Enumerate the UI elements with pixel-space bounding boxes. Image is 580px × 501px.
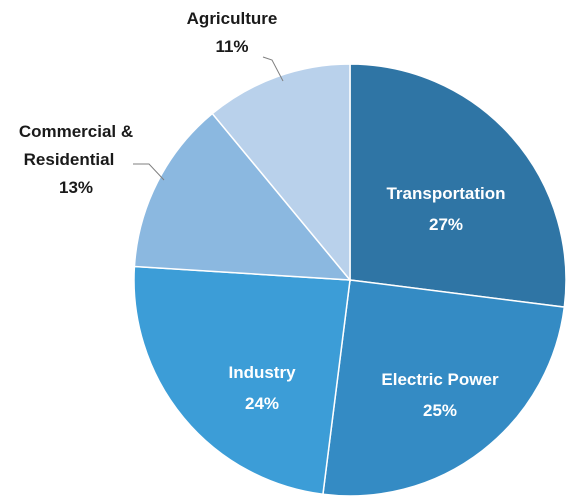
- pie-slice-transportation: [349, 63, 567, 308]
- leader-lines: [133, 56, 284, 181]
- pie-slice-commercial-residential: [133, 112, 352, 281]
- slice-labels: Transportation 27% Electric Power 25% In…: [19, 9, 506, 420]
- slice-value-industry: 24%: [245, 394, 279, 413]
- slice-value-commercial-residential: 13%: [59, 178, 93, 197]
- pie-slice-electric-power: [322, 279, 566, 497]
- slice-value-electric-power: 25%: [423, 401, 457, 420]
- leader-line-commercial-residential: [133, 163, 165, 181]
- pie-slice-agriculture: [211, 63, 351, 283]
- slice-value-transportation: 27%: [429, 215, 463, 234]
- leader-line-agriculture: [262, 56, 284, 82]
- slice-label-commercial-residential-line2: Residential: [24, 150, 115, 169]
- slice-label-industry: Industry: [228, 363, 296, 382]
- slice-label-transportation: Transportation: [386, 184, 505, 203]
- pie-slices: [133, 63, 567, 497]
- slice-label-electric-power: Electric Power: [381, 370, 499, 389]
- slice-value-agriculture: 11%: [215, 37, 248, 56]
- pie-slice-industry: [133, 265, 351, 496]
- slice-label-agriculture: Agriculture: [187, 9, 278, 28]
- slice-label-commercial-residential: Commercial &: [19, 122, 133, 141]
